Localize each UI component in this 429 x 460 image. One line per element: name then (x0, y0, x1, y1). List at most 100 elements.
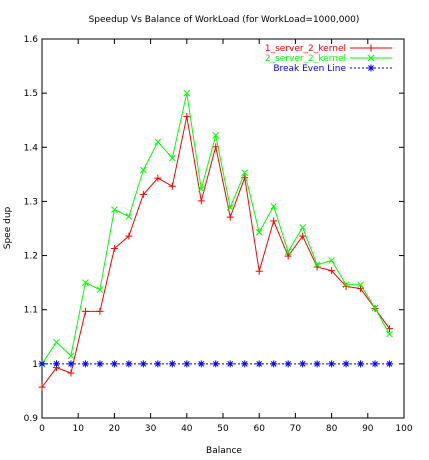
data-point (386, 330, 393, 338)
y-axis-label: Spee dup (3, 206, 13, 249)
data-point (342, 360, 350, 368)
data-point (255, 267, 263, 275)
data-point (299, 224, 306, 231)
data-point (38, 360, 46, 368)
x-tick-label: 0 (39, 424, 45, 434)
data-point (342, 281, 350, 289)
x-tick-label: 60 (253, 424, 265, 434)
data-point (371, 360, 379, 368)
x-tick-label: 100 (395, 424, 412, 434)
x-axis-label: Balance (206, 446, 242, 456)
x-tick-label: 30 (145, 424, 157, 434)
data-point (96, 360, 104, 368)
legend: 1_server_2_kernel2_server_2_kernelBreak … (265, 44, 392, 74)
data-point (125, 360, 133, 368)
data-point (183, 112, 191, 120)
chart-title: Speedup Vs Balance of WorkLoad (for Work… (89, 15, 360, 25)
data-point (212, 360, 220, 368)
data-point (328, 257, 335, 264)
data-point (241, 360, 249, 368)
series-line (41, 93, 390, 365)
data-point (386, 325, 394, 333)
data-point (110, 360, 118, 368)
data-point (154, 174, 162, 182)
x-tick-label: 20 (109, 424, 121, 434)
y-tick-label: 1.6 (24, 35, 39, 45)
data-point (270, 202, 278, 210)
x-tick-label: 10 (72, 424, 84, 434)
data-point (212, 132, 220, 139)
y-tick-label: 1 (32, 360, 38, 370)
data-point (255, 228, 263, 236)
data-point (110, 245, 118, 253)
y-tick-label: 1.1 (24, 306, 38, 316)
legend-label: 1_server_2_kernel (265, 44, 346, 54)
y-tick-label: 1.4 (24, 143, 39, 153)
data-point (367, 44, 375, 52)
axis-ticks: 0 10 20 30 40 50 60 70 80 90 100 0.9 1 1.1 1.2 1.3 1.4 1.… (24, 35, 413, 434)
y-tick-label: 1.5 (24, 89, 38, 99)
data-point (67, 352, 75, 360)
data-point (284, 252, 292, 260)
plot-frame (41, 38, 405, 419)
data-point (140, 166, 147, 174)
data-point (386, 360, 394, 368)
data-point (299, 360, 307, 368)
data-point (53, 338, 60, 346)
data-point (357, 281, 364, 289)
data-point (197, 197, 205, 205)
data-point (154, 360, 162, 368)
series-line (41, 116, 390, 388)
data-point (52, 360, 60, 368)
data-point (96, 286, 104, 294)
data-point (38, 383, 46, 391)
data-point (313, 261, 321, 269)
data-point (183, 360, 191, 368)
data-point (328, 360, 336, 368)
data-point (241, 169, 249, 177)
data-point (328, 267, 336, 275)
data-point (197, 360, 205, 368)
data-point (371, 304, 379, 312)
data-point (270, 217, 278, 225)
data-point (139, 190, 147, 198)
data-point (255, 360, 263, 368)
legend-label: Break Even Line (273, 64, 346, 74)
data-point (168, 182, 176, 190)
data-point (67, 360, 75, 368)
data-point (96, 307, 104, 315)
data-point (313, 360, 321, 368)
data-point (81, 360, 89, 368)
data-point (139, 360, 147, 368)
data-point (367, 64, 375, 72)
data-point (270, 360, 278, 368)
data-point (284, 248, 292, 256)
legend-label: 2_server_2_kernel (265, 54, 346, 64)
x-tick-label: 70 (290, 424, 302, 434)
x-tick-label: 50 (217, 424, 229, 434)
data-point (226, 204, 234, 211)
data-point (81, 307, 89, 315)
y-tick-label: 1.3 (24, 197, 38, 207)
data-point (168, 360, 176, 368)
data-point (284, 360, 292, 368)
data-point (154, 138, 162, 146)
data-point (82, 279, 89, 286)
y-tick-label: 1.2 (24, 252, 38, 262)
data-point (197, 185, 205, 193)
data-point (111, 206, 118, 213)
data-point (367, 54, 375, 62)
x-tick-label: 40 (181, 424, 193, 434)
data-point (299, 232, 307, 240)
data-point (125, 213, 133, 220)
x-tick-label: 90 (362, 424, 374, 434)
x-tick-label: 80 (326, 424, 338, 434)
series-layer (38, 89, 394, 391)
data-point (67, 369, 75, 377)
data-point (357, 360, 365, 368)
data-point (226, 360, 234, 368)
y-tick-label: 0.9 (24, 414, 39, 424)
data-point (125, 232, 133, 240)
data-point (183, 89, 191, 97)
